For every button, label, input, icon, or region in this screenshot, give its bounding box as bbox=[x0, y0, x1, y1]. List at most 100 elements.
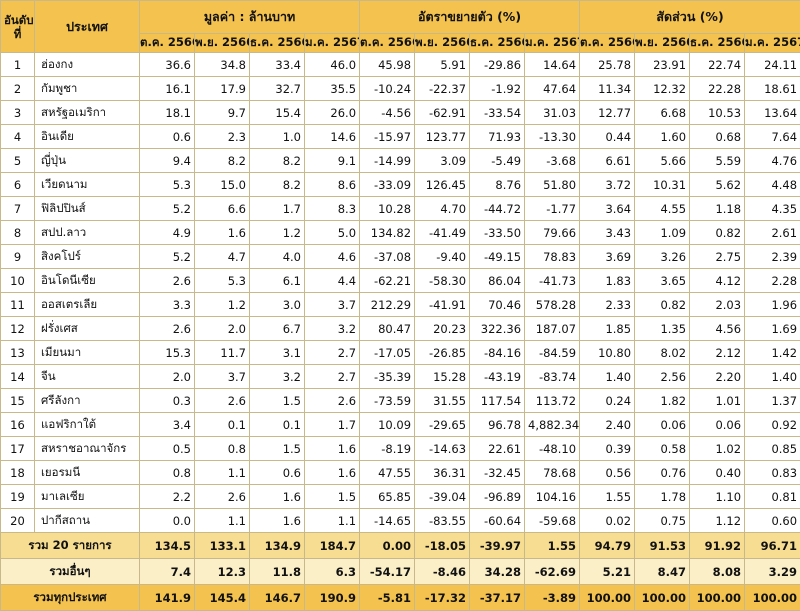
value-cell: 3.4 bbox=[140, 413, 195, 437]
share-cell: 10.80 bbox=[580, 341, 635, 365]
header-month: พ.ย. 2566 bbox=[195, 34, 250, 53]
share-cell: 1.85 bbox=[580, 317, 635, 341]
value-cell: 32.7 bbox=[250, 77, 305, 101]
growth-cell: -8.46 bbox=[415, 559, 470, 585]
growth-cell: -60.64 bbox=[470, 509, 525, 533]
share-cell: 1.35 bbox=[635, 317, 690, 341]
share-cell: 100.00 bbox=[690, 585, 745, 611]
growth-cell: -10.24 bbox=[360, 77, 415, 101]
share-cell: 100.00 bbox=[635, 585, 690, 611]
value-cell: 8.2 bbox=[250, 173, 305, 197]
value-cell: 3.2 bbox=[250, 365, 305, 389]
country-cell: เวียดนาม bbox=[35, 173, 140, 197]
value-cell: 2.6 bbox=[195, 485, 250, 509]
value-cell: 2.2 bbox=[140, 485, 195, 509]
rank-cell: 13 bbox=[1, 341, 35, 365]
share-cell: 8.08 bbox=[690, 559, 745, 585]
value-cell: 8.3 bbox=[305, 197, 360, 221]
growth-cell: -5.81 bbox=[360, 585, 415, 611]
country-cell: สหรัฐอเมริกา bbox=[35, 101, 140, 125]
share-cell: 8.02 bbox=[635, 341, 690, 365]
share-cell: 25.78 bbox=[580, 53, 635, 77]
share-cell: 7.64 bbox=[745, 125, 800, 149]
share-cell: 3.29 bbox=[745, 559, 800, 585]
share-cell: 24.11 bbox=[745, 53, 800, 77]
growth-cell: 134.82 bbox=[360, 221, 415, 245]
value-cell: 1.1 bbox=[305, 509, 360, 533]
rank-cell: 8 bbox=[1, 221, 35, 245]
value-cell: 2.6 bbox=[140, 269, 195, 293]
value-cell: 0.1 bbox=[195, 413, 250, 437]
country-cell: แอฟริกาใต้ bbox=[35, 413, 140, 437]
growth-cell: 47.55 bbox=[360, 461, 415, 485]
growth-cell: -96.89 bbox=[470, 485, 525, 509]
value-cell: 134.5 bbox=[140, 533, 195, 559]
rank-cell: 3 bbox=[1, 101, 35, 125]
growth-cell: -35.39 bbox=[360, 365, 415, 389]
share-cell: 2.61 bbox=[745, 221, 800, 245]
value-cell: 5.2 bbox=[140, 197, 195, 221]
country-cell: เยอรมนี bbox=[35, 461, 140, 485]
value-cell: 133.1 bbox=[195, 533, 250, 559]
share-cell: 1.82 bbox=[635, 389, 690, 413]
share-cell: 2.56 bbox=[635, 365, 690, 389]
share-cell: 10.53 bbox=[690, 101, 745, 125]
growth-cell: 36.31 bbox=[415, 461, 470, 485]
growth-cell: -9.40 bbox=[415, 245, 470, 269]
growth-cell: -26.85 bbox=[415, 341, 470, 365]
share-cell: 22.28 bbox=[690, 77, 745, 101]
value-cell: 4.0 bbox=[250, 245, 305, 269]
share-cell: 0.39 bbox=[580, 437, 635, 461]
growth-cell: -41.49 bbox=[415, 221, 470, 245]
value-cell: 6.7 bbox=[250, 317, 305, 341]
share-cell: 4.55 bbox=[635, 197, 690, 221]
value-cell: 15.3 bbox=[140, 341, 195, 365]
share-cell: 8.47 bbox=[635, 559, 690, 585]
share-cell: 2.33 bbox=[580, 293, 635, 317]
value-cell: 1.6 bbox=[305, 461, 360, 485]
rank-cell: 2 bbox=[1, 77, 35, 101]
share-cell: 5.62 bbox=[690, 173, 745, 197]
growth-cell: 187.07 bbox=[525, 317, 580, 341]
value-cell: 141.9 bbox=[140, 585, 195, 611]
value-cell: 16.1 bbox=[140, 77, 195, 101]
growth-cell: 126.45 bbox=[415, 173, 470, 197]
value-cell: 3.1 bbox=[250, 341, 305, 365]
growth-cell: -37.17 bbox=[470, 585, 525, 611]
country-cell: ออสเตรเลีย bbox=[35, 293, 140, 317]
share-cell: 3.65 bbox=[635, 269, 690, 293]
share-cell: 0.56 bbox=[580, 461, 635, 485]
rank-cell: 12 bbox=[1, 317, 35, 341]
value-cell: 7.4 bbox=[140, 559, 195, 585]
value-cell: 6.6 bbox=[195, 197, 250, 221]
value-cell: 4.9 bbox=[140, 221, 195, 245]
value-cell: 1.6 bbox=[195, 221, 250, 245]
share-cell: 0.82 bbox=[690, 221, 745, 245]
share-cell: 1.02 bbox=[690, 437, 745, 461]
share-cell: 0.83 bbox=[745, 461, 800, 485]
share-cell: 12.77 bbox=[580, 101, 635, 125]
growth-cell: -39.04 bbox=[415, 485, 470, 509]
value-cell: 0.6 bbox=[250, 461, 305, 485]
share-cell: 0.68 bbox=[690, 125, 745, 149]
country-cell: ฟิลิปปินส์ bbox=[35, 197, 140, 221]
share-cell: 1.96 bbox=[745, 293, 800, 317]
growth-cell: -84.59 bbox=[525, 341, 580, 365]
growth-cell: -41.91 bbox=[415, 293, 470, 317]
rank-cell: 4 bbox=[1, 125, 35, 149]
value-cell: 1.1 bbox=[195, 509, 250, 533]
value-cell: 2.0 bbox=[140, 365, 195, 389]
share-cell: 4.48 bbox=[745, 173, 800, 197]
share-cell: 1.37 bbox=[745, 389, 800, 413]
value-cell: 1.7 bbox=[250, 197, 305, 221]
header-month: ต.ค. 2566 bbox=[580, 34, 635, 53]
